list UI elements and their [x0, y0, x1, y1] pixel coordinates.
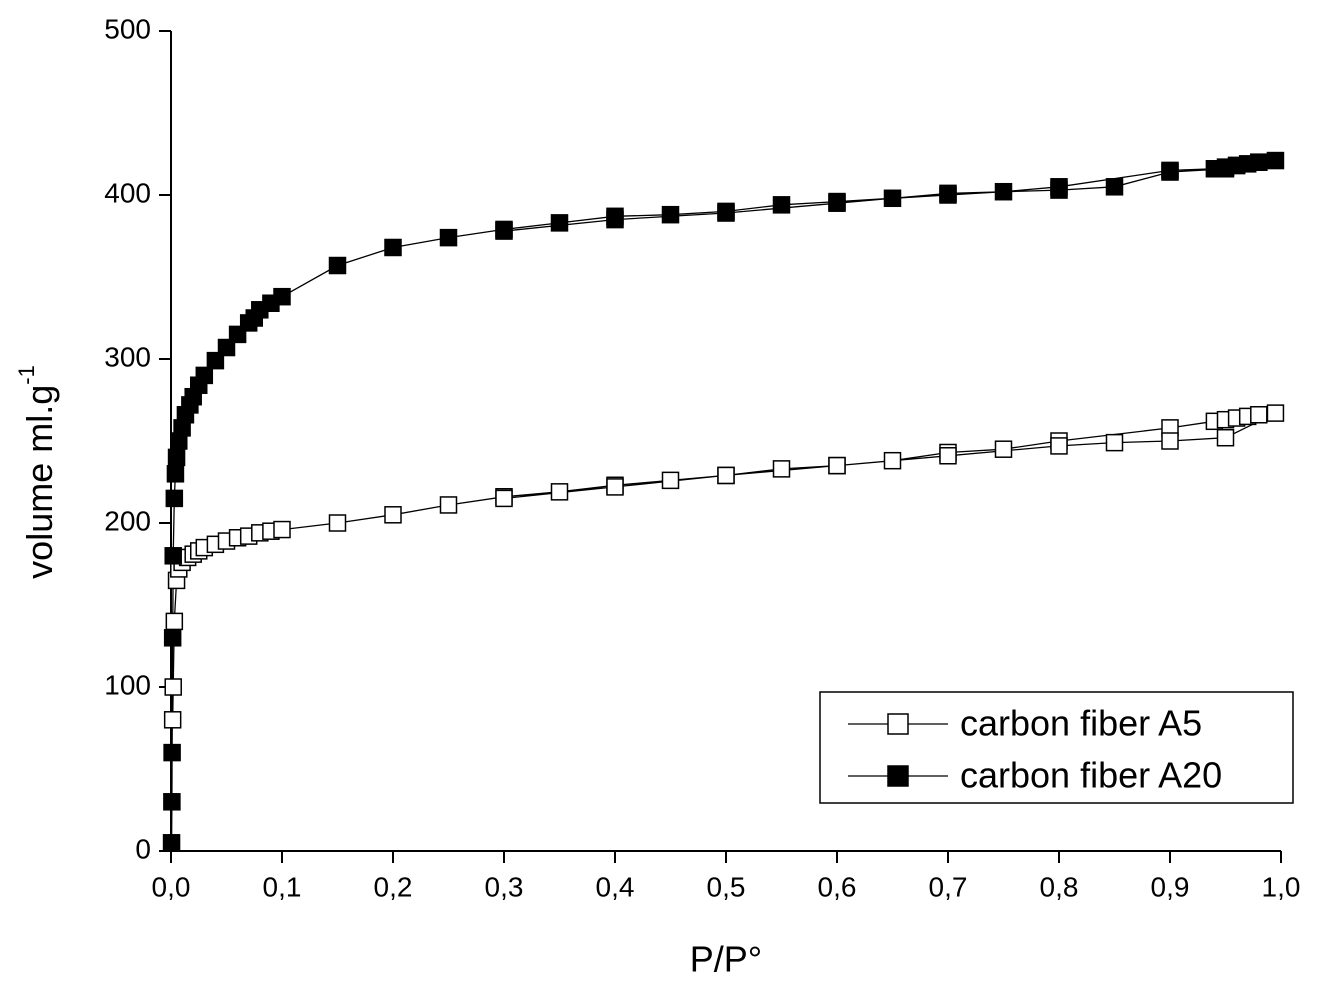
data-point — [994, 440, 1013, 458]
data-point — [328, 256, 347, 275]
y-axis-title-text: volume ml.g — [19, 385, 60, 579]
data-point — [195, 366, 214, 385]
x-tick-label: 0,6 — [818, 871, 857, 902]
y-tick-label: 0 — [135, 833, 151, 864]
data-point — [206, 351, 225, 370]
data-point — [772, 460, 791, 478]
data-point — [384, 506, 402, 524]
data-point — [439, 228, 458, 247]
legend-marker — [887, 765, 909, 787]
x-tick-label: 0,2 — [374, 871, 413, 902]
data-point — [1105, 433, 1124, 452]
x-tick-label: 0,3 — [485, 871, 524, 902]
data-point — [328, 514, 347, 532]
y-axis-title: volume ml.g-1 — [14, 365, 60, 579]
data-point — [994, 182, 1013, 201]
legend-marker — [887, 713, 909, 735]
data-point — [550, 214, 569, 232]
data-point — [1105, 178, 1124, 196]
data-point — [1050, 181, 1068, 199]
data-point — [163, 793, 181, 811]
data-point — [1161, 163, 1179, 181]
data-point — [772, 196, 791, 214]
data-point — [163, 743, 181, 762]
data-point — [606, 478, 624, 496]
data-point — [606, 210, 624, 229]
data-point — [163, 629, 182, 647]
data-point — [1161, 432, 1179, 450]
data-point — [167, 448, 186, 467]
data-point — [1216, 428, 1235, 447]
x-tick-label: 0,9 — [1151, 871, 1190, 902]
data-point — [828, 456, 846, 475]
data-point — [1266, 404, 1285, 422]
x-tick-label: 0,8 — [1040, 871, 1079, 902]
data-point — [661, 471, 680, 490]
data-point — [164, 678, 182, 696]
data-point — [883, 451, 902, 470]
data-point — [1250, 406, 1268, 424]
data-point — [495, 489, 513, 508]
series-line — [172, 412, 1276, 720]
legend-label: carbon fiber A5 — [960, 703, 1202, 744]
data-point — [883, 189, 902, 208]
y-tick-label: 200 — [104, 505, 151, 536]
x-tick-label: 0,1 — [263, 871, 302, 902]
data-point — [217, 338, 236, 357]
x-tick-label: 0,7 — [929, 871, 968, 902]
y-tick-label: 100 — [104, 669, 151, 700]
data-point — [717, 204, 735, 222]
y-axis-title-superscript: -1 — [14, 365, 39, 385]
data-point — [163, 711, 182, 729]
x-tick-label: 1,0 — [1262, 871, 1301, 902]
x-axis-title: P/P° — [690, 939, 762, 980]
data-point — [495, 222, 513, 240]
data-point — [384, 238, 402, 257]
data-point — [1266, 151, 1285, 170]
data-point — [939, 184, 957, 203]
data-point — [165, 489, 184, 508]
data-point — [273, 287, 291, 306]
data-point — [162, 834, 181, 852]
x-tick-label: 0,0 — [152, 871, 191, 902]
y-tick-label: 500 — [104, 13, 151, 44]
x-tick-label: 0,4 — [596, 871, 635, 902]
legend-label: carbon fiber A20 — [960, 755, 1222, 796]
data-point — [1216, 160, 1235, 178]
data-point — [661, 205, 680, 224]
y-tick-label: 300 — [104, 341, 151, 372]
data-point — [1050, 437, 1068, 455]
data-point — [439, 496, 458, 514]
y-tick-label: 400 — [104, 177, 151, 208]
data-point — [828, 194, 846, 212]
data-point — [165, 612, 184, 631]
data-point — [164, 547, 182, 565]
data-point — [166, 465, 185, 483]
data-point — [1250, 153, 1268, 171]
data-point — [939, 447, 957, 465]
x-tick-label: 0,5 — [707, 871, 746, 902]
data-point — [550, 483, 569, 501]
data-point — [717, 466, 735, 485]
data-point — [273, 520, 291, 539]
